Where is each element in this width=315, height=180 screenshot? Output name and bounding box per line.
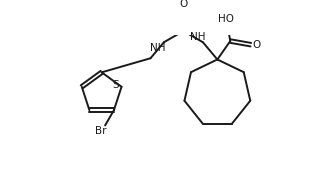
Text: O: O <box>252 40 261 50</box>
Text: S: S <box>112 80 119 90</box>
Text: O: O <box>179 0 187 9</box>
Text: NH: NH <box>190 32 205 42</box>
Text: NH: NH <box>150 43 165 53</box>
Text: Br: Br <box>95 126 107 136</box>
Text: HO: HO <box>218 14 234 24</box>
